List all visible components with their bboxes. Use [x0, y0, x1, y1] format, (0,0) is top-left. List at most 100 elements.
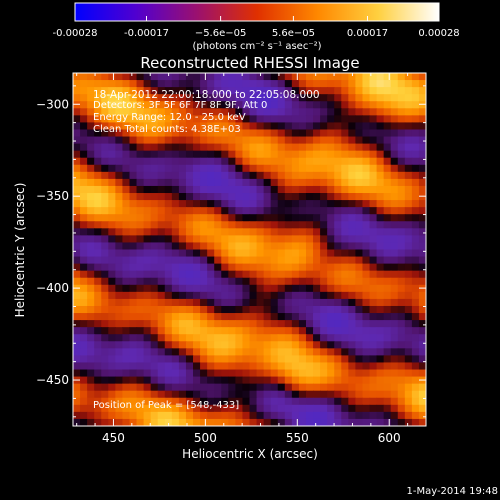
heatmap-cell: [207, 341, 215, 349]
heatmap-cell: [355, 277, 364, 286]
heatmap-cell: [164, 150, 173, 159]
heatmap-cell: [235, 200, 244, 208]
heatmap-cell: [136, 327, 145, 335]
heatmap-cell: [94, 136, 102, 145]
heatmap-cell: [348, 362, 356, 371]
heatmap-cell: [291, 270, 300, 279]
heatmap-cell: [376, 418, 385, 426]
heatmap-cell: [122, 101, 131, 109]
heatmap-cell: [87, 369, 95, 378]
heatmap-cell: [327, 376, 335, 385]
heatmap-cell: [164, 185, 173, 194]
heatmap-cell: [348, 200, 356, 208]
heatmap-cell: [411, 143, 420, 152]
heatmap-cell: [87, 157, 95, 166]
heatmap-cell: [284, 355, 293, 364]
heatmap-cell: [383, 73, 392, 81]
heatmap-cell: [115, 298, 124, 307]
heatmap-cell: [270, 320, 279, 328]
heatmap-cell: [228, 242, 236, 251]
heatmap-cell: [341, 200, 349, 208]
heatmap-cell: [334, 221, 342, 229]
heatmap-cell: [101, 185, 109, 194]
heatmap-cell: [277, 249, 286, 258]
heatmap-cell: [228, 228, 236, 236]
heatmap-cell: [348, 411, 356, 420]
heatmap-cell: [193, 73, 201, 81]
heatmap-cell: [327, 228, 335, 236]
heatmap-cell: [164, 320, 173, 328]
heatmap-cell: [327, 313, 335, 321]
heatmap-cell: [305, 376, 314, 385]
heatmap-cell: [115, 87, 124, 95]
heatmap-cell: [270, 418, 279, 426]
heatmap-cell: [341, 228, 349, 236]
heatmap-cell: [221, 207, 229, 215]
heatmap-cell: [313, 397, 321, 406]
heatmap-cell: [185, 108, 194, 116]
heatmap-cell: [369, 411, 378, 420]
heatmap-cell: [193, 171, 201, 180]
heatmap-cell: [341, 249, 349, 258]
heatmap-cell: [348, 101, 356, 109]
heatmap-cell: [242, 87, 251, 95]
heatmap-cell: [369, 334, 378, 342]
heatmap-cell: [320, 164, 328, 173]
heatmap-cell: [327, 334, 335, 342]
heatmap-cell: [108, 376, 116, 385]
heatmap-cell: [150, 355, 159, 364]
heatmap-cell: [348, 256, 356, 265]
heatmap-cell: [263, 383, 272, 392]
heatmap-cell: [418, 200, 426, 208]
heatmap-cell: [178, 178, 187, 187]
heatmap-cell: [334, 178, 342, 187]
heatmap-cell: [73, 256, 81, 265]
heatmap-cell: [185, 376, 194, 385]
heatmap-cell: [320, 193, 328, 201]
heatmap-cell: [313, 313, 321, 321]
heatmap-cell: [397, 298, 406, 307]
heatmap-cell: [122, 348, 131, 356]
heatmap-cell: [369, 80, 378, 88]
heatmap-cell: [305, 94, 314, 102]
heatmap-cell: [411, 73, 420, 81]
heatmap-cell: [207, 171, 215, 180]
heatmap-cell: [150, 200, 159, 208]
heatmap-cell: [327, 298, 335, 307]
heatmap-cell: [157, 277, 166, 286]
heatmap-cell: [249, 291, 258, 300]
heatmap-cell: [87, 221, 95, 229]
heatmap-cell: [129, 263, 138, 272]
heatmap-cell: [87, 320, 95, 328]
heatmap-cell: [101, 334, 109, 342]
heatmap-cell: [157, 327, 166, 335]
heatmap-cell: [390, 383, 399, 392]
heatmap-cell: [411, 228, 420, 236]
heatmap-cell: [397, 355, 406, 364]
heatmap-cell: [418, 362, 426, 371]
heatmap-cell: [136, 171, 145, 180]
heatmap-cell: [94, 263, 102, 272]
heatmap-cell: [228, 256, 236, 265]
heatmap-cell: [404, 277, 413, 286]
heatmap-cell: [87, 355, 95, 364]
heatmap-cell: [136, 207, 145, 215]
heatmap-cell: [80, 108, 88, 116]
heatmap-cell: [390, 207, 399, 215]
heatmap-cell: [136, 87, 145, 95]
heatmap-cell: [94, 214, 102, 222]
heatmap-cell: [355, 348, 364, 356]
heatmap-cell: [256, 320, 265, 328]
heatmap-cell: [143, 362, 152, 371]
heatmap-cell: [129, 108, 138, 116]
heatmap-cell: [242, 291, 251, 300]
heatmap-cell: [80, 277, 88, 286]
heatmap-cell: [80, 256, 88, 265]
heatmap-cell: [129, 228, 138, 236]
heatmap-cell: [115, 94, 124, 102]
heatmap-cell: [270, 355, 279, 364]
heatmap-cell: [298, 376, 307, 385]
heatmap-cell: [418, 256, 426, 265]
heatmap-cell: [277, 277, 286, 286]
heatmap-cell: [157, 376, 166, 385]
